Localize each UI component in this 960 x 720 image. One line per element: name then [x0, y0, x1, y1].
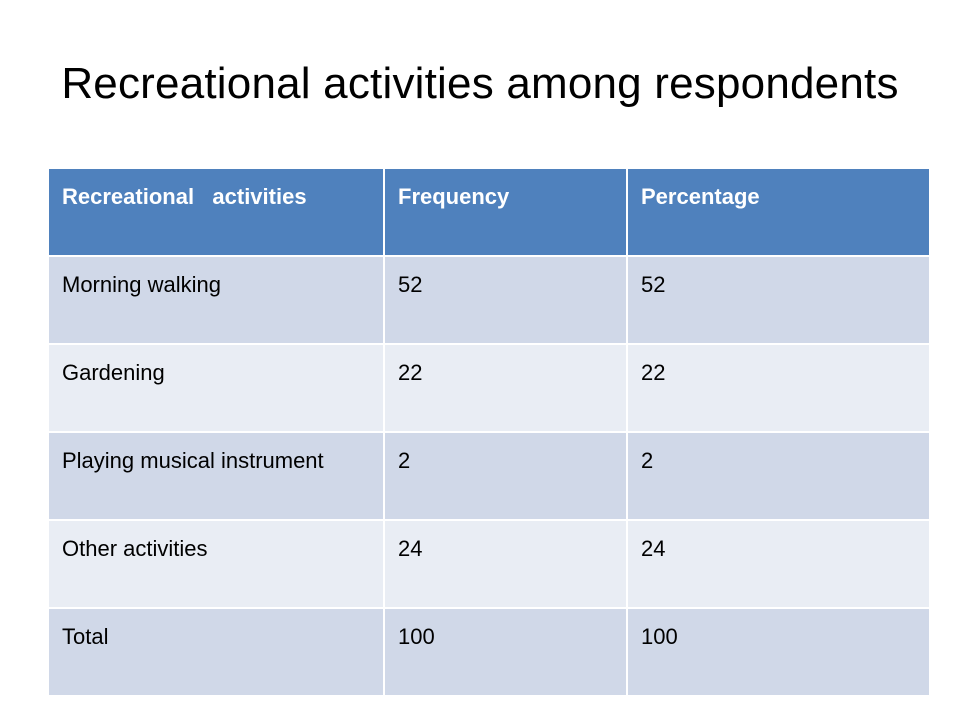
percentage-cell: 2	[626, 431, 931, 521]
column-header-percentage: Percentage	[626, 167, 931, 257]
column-header-activities: Recreational activities	[47, 167, 385, 257]
percentage-cell: 100	[626, 607, 931, 697]
recreational-activities-table: Recreational activities Frequency Percen…	[47, 167, 931, 697]
table-row: Morning walking 52 52	[47, 255, 931, 345]
table-row: Gardening 22 22	[47, 343, 931, 433]
table-row-total: Total 100 100	[47, 607, 931, 697]
frequency-cell: 24	[383, 519, 628, 609]
frequency-cell: 22	[383, 343, 628, 433]
activity-cell: Gardening	[47, 343, 385, 433]
frequency-cell: 2	[383, 431, 628, 521]
slide-title: Recreational activities among respondent…	[61, 59, 899, 108]
percentage-cell: 24	[626, 519, 931, 609]
percentage-cell: 52	[626, 255, 931, 345]
activity-cell: Total	[47, 607, 385, 697]
table-row: Playing musical instrument 2 2	[47, 431, 931, 521]
table-header-row: Recreational activities Frequency Percen…	[47, 167, 931, 257]
activity-cell: Morning walking	[47, 255, 385, 345]
percentage-cell: 22	[626, 343, 931, 433]
column-header-frequency: Frequency	[383, 167, 628, 257]
activity-cell: Playing musical instrument	[47, 431, 385, 521]
table-row: Other activities 24 24	[47, 519, 931, 609]
activity-cell: Other activities	[47, 519, 385, 609]
frequency-cell: 100	[383, 607, 628, 697]
frequency-cell: 52	[383, 255, 628, 345]
